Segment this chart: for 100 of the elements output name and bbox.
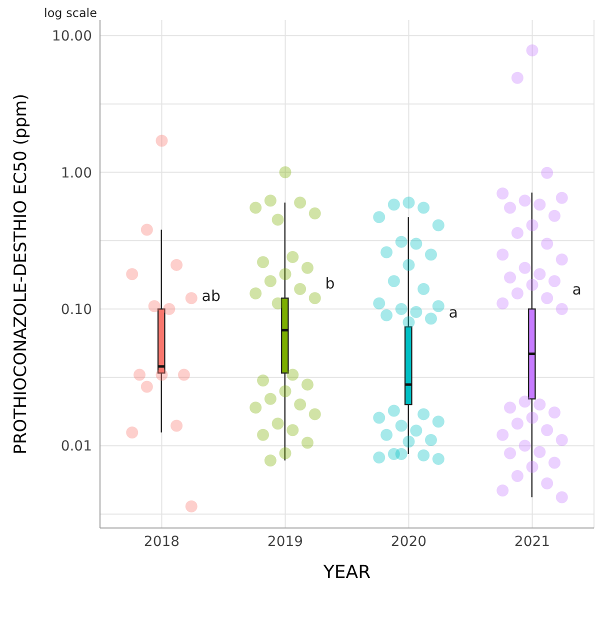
point: [402, 258, 415, 271]
annotation: ab: [202, 287, 220, 306]
point: [156, 134, 168, 147]
point: [395, 302, 408, 315]
point: [286, 368, 299, 381]
point: [496, 428, 509, 441]
point: [286, 251, 299, 264]
point: [556, 302, 568, 315]
point: [279, 166, 292, 178]
point: [496, 187, 509, 200]
point: [534, 446, 546, 458]
point: [402, 316, 415, 328]
point: [518, 440, 531, 452]
y-tick-label: 0.01: [60, 438, 92, 455]
point: [424, 248, 437, 261]
point: [410, 424, 422, 437]
point: [432, 219, 444, 232]
point: [380, 246, 393, 258]
point: [156, 368, 168, 381]
y-axis-title: PROTHIOCONAZOLE-DESTHIO EC50 (ppm): [11, 94, 32, 454]
point: [250, 402, 262, 414]
point: [556, 254, 568, 266]
point: [264, 194, 276, 207]
point: [308, 207, 321, 220]
point: [272, 418, 284, 430]
point: [395, 236, 408, 248]
point: [126, 268, 138, 280]
point: [170, 258, 183, 271]
point: [526, 44, 538, 56]
point: [373, 211, 386, 224]
point: [163, 302, 176, 315]
point: [272, 297, 284, 310]
point: [388, 275, 400, 288]
x-tick-label: 2020: [390, 534, 427, 550]
point: [511, 418, 524, 430]
annotation: a: [448, 303, 458, 322]
point: [418, 408, 430, 420]
point: [410, 306, 422, 318]
point: [373, 297, 386, 310]
y-tick-label: 1.00: [60, 165, 92, 182]
point: [526, 219, 538, 232]
point: [170, 420, 183, 432]
point: [541, 477, 554, 490]
point: [279, 385, 292, 398]
point: [511, 226, 524, 239]
point: [504, 447, 516, 460]
point: [178, 368, 190, 381]
point: [504, 271, 516, 284]
point: [511, 72, 524, 84]
point: [140, 224, 153, 236]
point: [418, 449, 430, 462]
point: [418, 283, 430, 296]
point: [395, 420, 408, 432]
point: [541, 166, 554, 179]
point: [388, 404, 400, 417]
point: [250, 202, 262, 214]
point: [301, 378, 314, 391]
annotation: b: [325, 274, 335, 292]
point: [257, 256, 270, 268]
point: [308, 408, 321, 420]
point: [294, 398, 306, 411]
point: [272, 214, 284, 226]
point: [518, 396, 531, 408]
x-tick-label: 2018: [144, 534, 180, 550]
point: [395, 448, 408, 460]
point: [504, 402, 516, 414]
point: [402, 436, 415, 448]
point: [402, 196, 415, 209]
point: [264, 454, 276, 466]
point: [286, 424, 299, 436]
point: [534, 398, 546, 411]
point: [294, 196, 306, 209]
point: [380, 428, 393, 441]
point: [496, 297, 509, 310]
point: [541, 238, 554, 250]
x-tick-label: 2021: [514, 534, 550, 550]
point: [250, 287, 262, 300]
point: [548, 275, 560, 288]
point: [518, 194, 531, 207]
point: [424, 434, 437, 446]
point: [556, 192, 568, 204]
point: [140, 380, 153, 393]
point: [511, 470, 524, 482]
point: [388, 198, 400, 211]
point: [534, 198, 546, 211]
point: [308, 292, 321, 304]
point: [432, 452, 444, 465]
point: [496, 248, 509, 261]
point: [264, 392, 276, 405]
x-axis-title: YEAR: [322, 562, 371, 583]
point: [432, 416, 444, 428]
point: [548, 210, 560, 222]
point: [279, 447, 292, 460]
point: [301, 436, 314, 449]
point: [279, 268, 292, 280]
point: [410, 238, 422, 250]
point: [257, 374, 270, 386]
point: [134, 368, 146, 381]
point: [380, 309, 393, 322]
point: [294, 283, 306, 296]
